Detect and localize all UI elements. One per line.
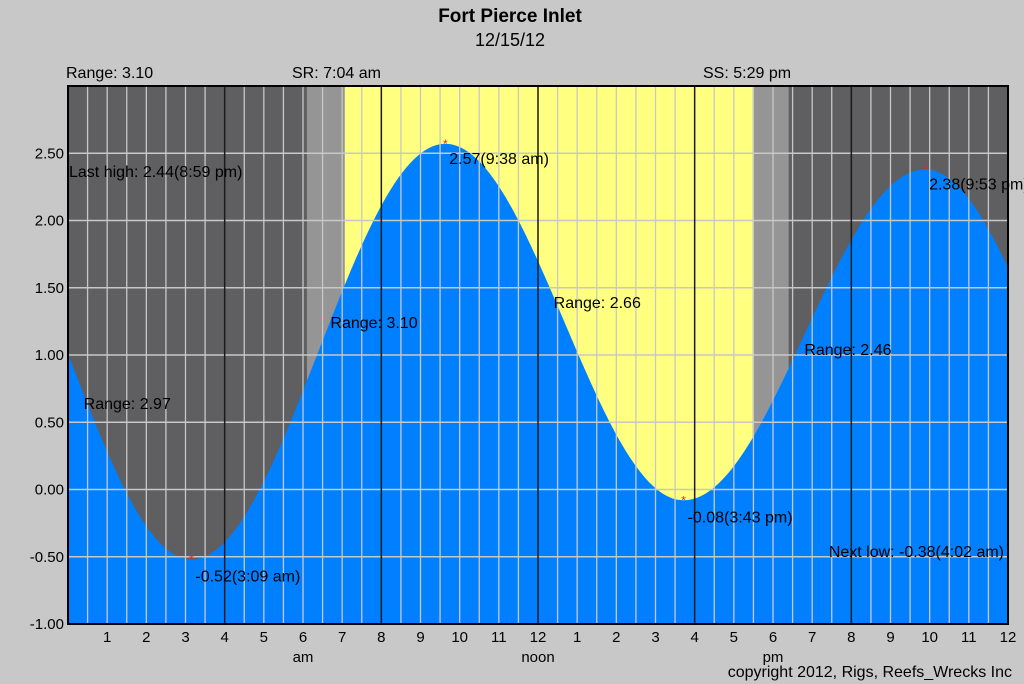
x-tick-label: 1 [573,629,581,646]
y-tick-label: -1.00 [30,616,64,633]
x-tick-label: 3 [651,629,659,646]
x-tick-label: 8 [847,629,855,646]
chart-title: Fort Pierce Inlet [438,6,582,27]
x-tick-label: 7 [808,629,816,646]
y-tick-label: 2.50 [35,145,64,162]
x-period-label: pm [763,649,784,666]
x-tick-label: 9 [886,629,894,646]
extreme-label: -0.08(3:43 pm) [688,509,793,526]
extreme-marker: * [923,162,928,176]
x-tick-label: 12 [1000,629,1017,646]
x-tick-label: 6 [769,629,777,646]
extreme-marker: * [681,493,686,507]
x-tick-label: 5 [260,629,268,646]
x-tick-label: 2 [612,629,620,646]
x-tick-label: 1 [103,629,111,646]
x-tick-label: 11 [491,629,507,646]
x-tick-label: 7 [338,629,346,646]
x-tick-label: 10 [451,629,468,646]
x-tick-label: 9 [416,629,424,646]
chart-date: 12/15/12 [475,30,545,50]
extreme-label: -0.52(3:09 am) [195,568,300,585]
copyright-notice: copyright 2012, Rigs, Reefs_Wrecks Inc [728,664,1012,681]
extreme-marker: * [443,137,448,151]
x-period-label: noon [521,649,554,666]
x-tick-label: 6 [299,629,307,646]
last-high-label: Last high: 2.44(8:59 pm) [69,164,242,181]
header-sunset: SS: 5:29 pm [703,65,791,82]
plot-border [67,85,1009,625]
plot-area: -1.00-0.500.000.501.001.502.002.501 2 3 4 5 6… [30,85,1024,666]
x-tick-label: 2 [142,629,150,646]
y-tick-label: 1.50 [35,280,64,297]
x-tick-label: 8 [377,629,385,646]
range-label: Range: 2.46 [804,342,891,359]
x-tick-label: 12 [530,629,547,646]
y-tick-label: 0.50 [35,414,64,431]
x-tick-label: 4 [690,629,698,646]
x-tick-label: 11 [961,629,977,646]
x-period-label: am [293,649,314,666]
x-tick-label: 5 [730,629,738,646]
header-sunrise: SR: 7:04 am [292,65,381,82]
x-tick-label: 3 [181,629,189,646]
x-tick-label: 4 [220,629,228,646]
next-low-label: Next low: -0.38(4:02 am) [829,544,1004,561]
header-range: Range: 3.10 [66,65,153,82]
extreme-label: 2.57(9:38 am) [449,151,549,168]
range-label: Range: 3.10 [330,315,417,332]
y-tick-label: 0.00 [35,482,64,499]
y-tick-label: 2.00 [35,213,64,230]
y-tick-label: 1.00 [35,347,64,364]
x-tick-label: 10 [921,629,938,646]
extreme-marker: * [189,552,194,566]
range-label: Range: 2.66 [554,295,641,312]
range-label: Range: 2.97 [84,396,171,413]
y-tick-label: -0.50 [30,549,64,566]
extreme-label: 2.38(9:53 pm) [929,176,1024,193]
